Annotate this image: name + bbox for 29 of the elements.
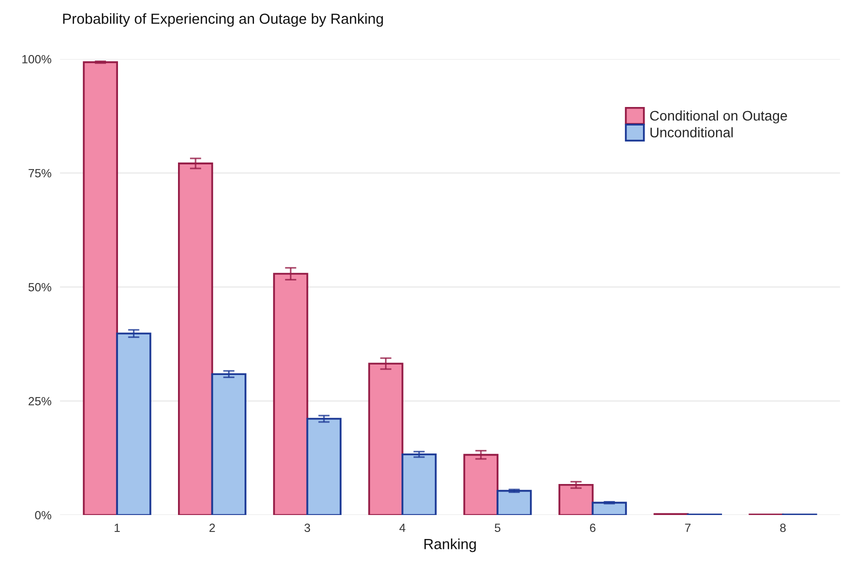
x-tick-label: 5	[494, 524, 500, 532]
bar	[592, 502, 627, 515]
chart-title: Probability of Experiencing an Outage by Ranking	[63, 13, 383, 27]
x-tick-label: 4	[399, 524, 406, 532]
x-tick-label: 8	[780, 524, 786, 532]
y-tick-label: 0%	[35, 511, 52, 520]
bar	[306, 418, 342, 515]
y-tick-label: 50%	[28, 283, 52, 292]
legend-label: Conditional on Outage	[650, 110, 788, 124]
x-tick-label: 6	[590, 524, 596, 532]
x-tick-label: 7	[685, 524, 690, 532]
bar	[496, 490, 532, 515]
legend-label: Unconditional	[650, 127, 733, 138]
y-tick-label: 100%	[22, 55, 52, 64]
bar	[273, 272, 308, 515]
bar	[558, 484, 594, 515]
bar	[82, 61, 118, 515]
bar	[402, 453, 437, 515]
bar	[211, 373, 246, 515]
bar	[116, 332, 152, 515]
y-tick-label: 75%	[28, 169, 52, 178]
bar	[463, 454, 498, 515]
bar	[178, 162, 214, 515]
x-tick-label: 1	[114, 524, 120, 532]
x-axis-title: Ranking	[424, 538, 476, 552]
y-tick-label: 25%	[28, 397, 52, 406]
x-tick-label: 2	[210, 524, 215, 532]
x-tick-label: 3	[304, 524, 310, 532]
bar	[368, 362, 404, 515]
